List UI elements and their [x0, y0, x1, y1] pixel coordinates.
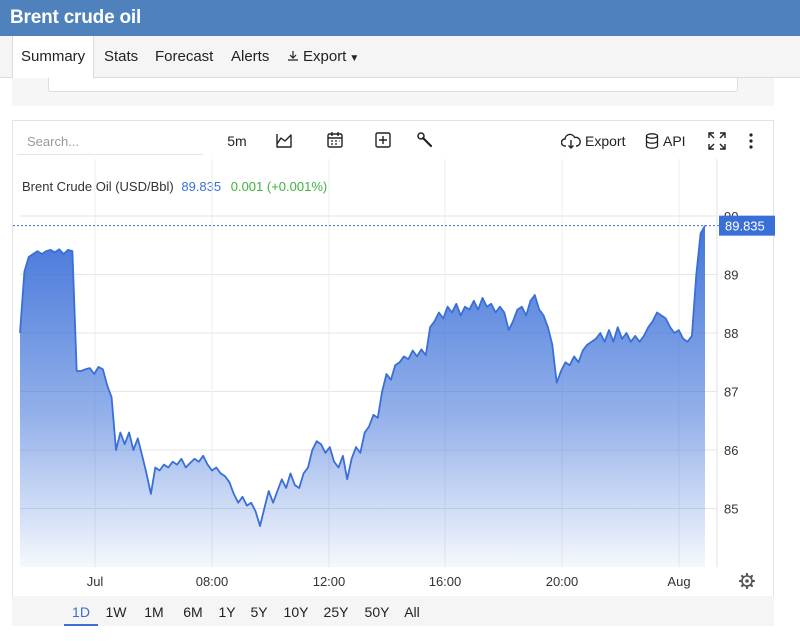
export-label: Export	[585, 133, 626, 149]
range-25y[interactable]: 25Y	[323, 604, 349, 620]
wrench-icon[interactable]	[416, 129, 436, 153]
chart-toolbar: 5m Export API	[13, 121, 773, 159]
chart-type-icon[interactable]	[275, 129, 295, 153]
price-chart[interactable]: 85868788899089.835Jul08:0012:0016:0020:0…	[13, 121, 775, 627]
cloud-download-icon	[561, 132, 581, 150]
tab-alerts-label: Alerts	[231, 48, 270, 65]
settings-gear-icon[interactable]	[738, 572, 756, 590]
tab-export-label: Export	[303, 48, 347, 65]
page-title: Brent crude oil	[10, 7, 142, 28]
api-button[interactable]: API	[645, 129, 689, 153]
last-price-badge-label: 89.835	[725, 219, 765, 234]
caret-down-icon: ▼	[349, 53, 360, 64]
range-selector: 1D 1W 1M 6M 1Y 5Y 10Y 25Y 50Y All	[12, 596, 774, 626]
tab-stats-label: Stats	[104, 48, 139, 65]
y-tick-label-87: 87	[724, 385, 738, 400]
download-icon	[287, 36, 299, 78]
x-tick-label-1600: 16:00	[429, 574, 462, 589]
range-6m[interactable]: 6M	[183, 604, 203, 620]
quote-price: 89.835	[181, 179, 222, 194]
search-input[interactable]	[17, 129, 203, 155]
database-icon	[645, 132, 659, 150]
x-tick-label-aug: Aug	[667, 574, 690, 589]
range-50y[interactable]: 50Y	[364, 604, 390, 620]
tab-alerts[interactable]: Alerts	[231, 36, 269, 78]
x-tick-label-1200: 12:00	[313, 574, 346, 589]
x-tick-label-jul: Jul	[87, 574, 104, 589]
price-line[interactable]	[19, 225, 706, 527]
quote-change: 0.001 (+0.001%)	[230, 179, 328, 194]
y-tick-label-88: 88	[724, 326, 738, 341]
quote-symbol: Brent Crude Oil (USD/Bbl)	[22, 179, 174, 194]
y-tick-label-89: 89	[724, 268, 738, 283]
tab-forecast[interactable]: Forecast	[155, 36, 213, 78]
tab-summary-label: Summary	[21, 48, 86, 65]
tab-bar: Summary Stats Forecast Alerts Export ▼	[0, 36, 800, 79]
calendar-icon[interactable]	[326, 129, 346, 153]
tab-summary[interactable]: Summary	[12, 36, 95, 79]
summary-panel-inner	[48, 78, 738, 92]
range-10y[interactable]: 10Y	[283, 604, 309, 620]
x-tick-label-0800: 08:00	[196, 574, 229, 589]
y-tick-label-85: 85	[724, 502, 738, 517]
range-all[interactable]: All	[404, 604, 420, 620]
tab-stats[interactable]: Stats	[104, 36, 138, 78]
chart-panel: 5m Export API Brent Crude Oil (USD/Bbl)	[12, 120, 775, 627]
more-vertical-icon[interactable]	[743, 129, 759, 153]
y-tick-label-86: 86	[724, 443, 738, 458]
fullscreen-icon[interactable]	[707, 129, 729, 153]
add-indicator-icon[interactable]	[374, 129, 394, 153]
range-1y[interactable]: 1Y	[218, 604, 236, 620]
tab-export[interactable]: Export ▼	[287, 36, 359, 78]
range-1m[interactable]: 1M	[144, 604, 164, 620]
title-bar: Brent crude oil	[0, 0, 800, 36]
quote-line: Brent Crude Oil (USD/Bbl) 89.835 0.001 (…	[22, 179, 327, 194]
export-button[interactable]: Export	[561, 129, 627, 153]
x-tick-label-2000: 20:00	[546, 574, 579, 589]
summary-panel-edge	[12, 78, 774, 106]
last-price-badge	[719, 215, 775, 236]
price-area	[20, 225, 705, 567]
tab-forecast-label: Forecast	[155, 48, 214, 65]
range-1w[interactable]: 1W	[105, 604, 127, 620]
api-label: API	[663, 133, 686, 149]
interval-button[interactable]: 5m	[227, 133, 247, 149]
range-1d[interactable]: 1D	[64, 599, 98, 626]
range-5y[interactable]: 5Y	[250, 604, 268, 620]
